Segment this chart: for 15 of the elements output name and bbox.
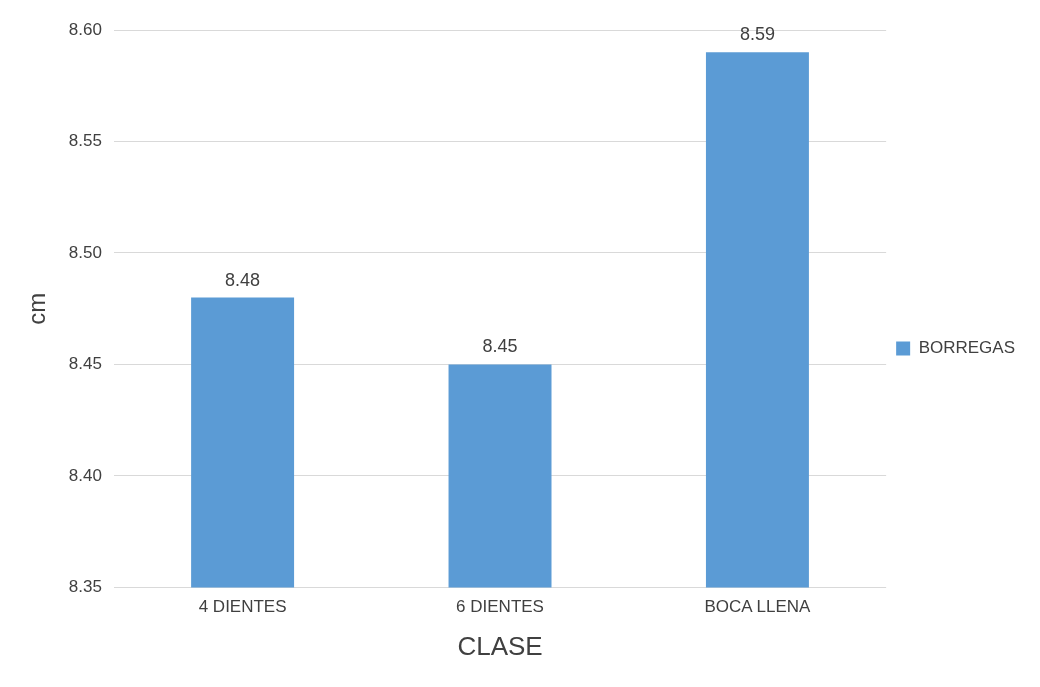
y-tick-label: 8.40 <box>68 465 102 485</box>
y-tick-label: 8.35 <box>68 577 102 597</box>
x-tick-label: 6 DIENTES <box>456 597 544 617</box>
y-tick-label: 8.45 <box>68 354 102 374</box>
legend-label: BORREGAS <box>918 338 1015 358</box>
x-axis-title: CLASE <box>457 630 543 661</box>
y-axis-title: cm <box>23 292 51 325</box>
y-tick-label: 8.55 <box>68 131 102 151</box>
y-tick-label: 8.60 <box>68 19 102 39</box>
x-tick-label: BOCA LLENA <box>704 597 812 617</box>
data-label: 8.48 <box>225 269 261 290</box>
data-label: 8.59 <box>739 24 775 45</box>
y-tick-label: 8.50 <box>68 242 102 262</box>
data-label: 8.45 <box>482 336 518 357</box>
x-tick-label: 4 DIENTES <box>198 597 287 617</box>
